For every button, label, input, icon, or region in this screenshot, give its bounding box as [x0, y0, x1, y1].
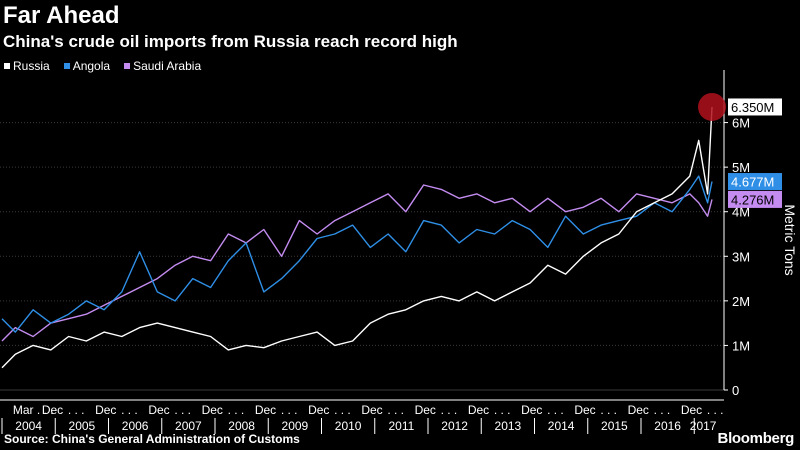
end-label-russia: 6.350M — [731, 100, 774, 115]
y-tick-label-4: 4M — [732, 205, 750, 220]
end-label-box-angola — [728, 173, 782, 191]
x-month-label-11: Dec — [574, 403, 595, 417]
x-year-label-7: 2011 — [388, 419, 414, 433]
series-line-saudi-arabia — [1, 184, 713, 342]
series-line-angola — [1, 175, 713, 333]
legend-item-angola: Angola — [63, 59, 111, 73]
y-tick-label-0: 0 — [732, 383, 739, 398]
x-year-label-9: 2013 — [495, 419, 522, 433]
x-month-label-12: Dec — [628, 403, 649, 417]
x-month-label-5: Dec — [255, 403, 276, 417]
x-month-label-9: Dec — [468, 403, 489, 417]
x-month-ellipsis-13: . . . — [707, 403, 724, 417]
x-year-label-4: 2008 — [228, 419, 255, 433]
y-axis-label: Metric Tons — [782, 204, 798, 275]
x-month-label-10: Dec — [521, 403, 542, 417]
legend-item-saudi-arabia: Saudi Arabia — [124, 59, 201, 73]
y-tick-label-6: 6M — [732, 116, 750, 131]
x-year-label-1: 2005 — [69, 419, 96, 433]
x-year-label-6: 2010 — [335, 419, 362, 433]
x-month-ellipsis-3: . . . — [174, 403, 191, 417]
end-label-box-russia — [728, 98, 782, 116]
legend-label-russia: Russia — [13, 59, 50, 73]
legend-swatch-saudi-arabia — [124, 63, 131, 69]
x-month-ellipsis-5: . . . — [281, 403, 298, 417]
bloomberg-logo: Bloomberg — [717, 430, 795, 447]
y-tick-label-1: 1M — [732, 338, 750, 353]
chart-subtitle: China's crude oil imports from Russia re… — [3, 32, 458, 51]
x-month-ellipsis-4: . . . — [228, 403, 245, 417]
x-month-ellipsis-7: . . . — [387, 403, 404, 417]
x-month-ellipsis-8: . . . — [441, 403, 458, 417]
y-tick-label-5: 5M — [732, 160, 750, 175]
x-month-ellipsis-1: . . . — [68, 403, 85, 417]
x-month-label-0: Mar — [13, 403, 34, 417]
x-month-ellipsis-11: . . . — [600, 403, 617, 417]
end-label-box-saudi-arabia — [728, 190, 782, 208]
x-year-label-13: 2017 — [690, 419, 717, 433]
x-month-label-7: Dec — [361, 403, 382, 417]
y-tick-label-3: 3M — [732, 249, 750, 264]
legend-swatch-angola — [63, 63, 70, 69]
x-month-label-13: Dec — [681, 403, 702, 417]
x-month-ellipsis-9: . . . — [494, 403, 511, 417]
x-month-label-6: Dec — [308, 403, 329, 417]
chart-title: Far Ahead — [3, 2, 120, 29]
x-year-label-12: 2016 — [654, 419, 681, 433]
x-year-label-8: 2012 — [441, 419, 468, 433]
x-month-label-4: Dec — [202, 403, 223, 417]
x-month-ellipsis-2: . . . — [121, 403, 138, 417]
legend-label-angola: Angola — [72, 59, 111, 73]
legend-item-russia: Russia — [4, 59, 50, 73]
end-label-saudi-arabia: 4.276M — [731, 192, 774, 207]
legend-swatch-russia — [4, 63, 10, 69]
source-note: Source: China's General Administration o… — [4, 432, 300, 446]
x-year-label-5: 2009 — [282, 419, 309, 433]
x-year-label-10: 2014 — [548, 419, 575, 433]
x-month-label-8: Dec — [415, 403, 436, 417]
x-month-ellipsis-6: . . . — [334, 403, 351, 417]
x-month-label-2: Dec — [95, 403, 116, 417]
highlight-circle — [698, 92, 726, 121]
x-month-label-3: Dec — [148, 403, 169, 417]
series-line-russia — [1, 106, 713, 369]
legend-label-saudi-arabia: Saudi Arabia — [133, 59, 202, 73]
x-year-label-3: 2007 — [175, 419, 202, 433]
x-month-ellipsis-10: . . . — [547, 403, 564, 417]
x-year-label-2: 2006 — [122, 419, 149, 433]
x-month-ellipsis-0: . . . — [37, 403, 54, 417]
x-year-label-0: 2004 — [15, 419, 42, 433]
x-month-ellipsis-12: . . . — [654, 403, 671, 417]
end-label-angola: 4.677M — [731, 175, 774, 190]
x-year-label-11: 2015 — [601, 419, 628, 433]
legend: Russia Angola Saudi Arabia — [4, 59, 201, 73]
y-tick-label-2: 2M — [732, 294, 750, 309]
x-month-label-1: Dec — [42, 403, 63, 417]
